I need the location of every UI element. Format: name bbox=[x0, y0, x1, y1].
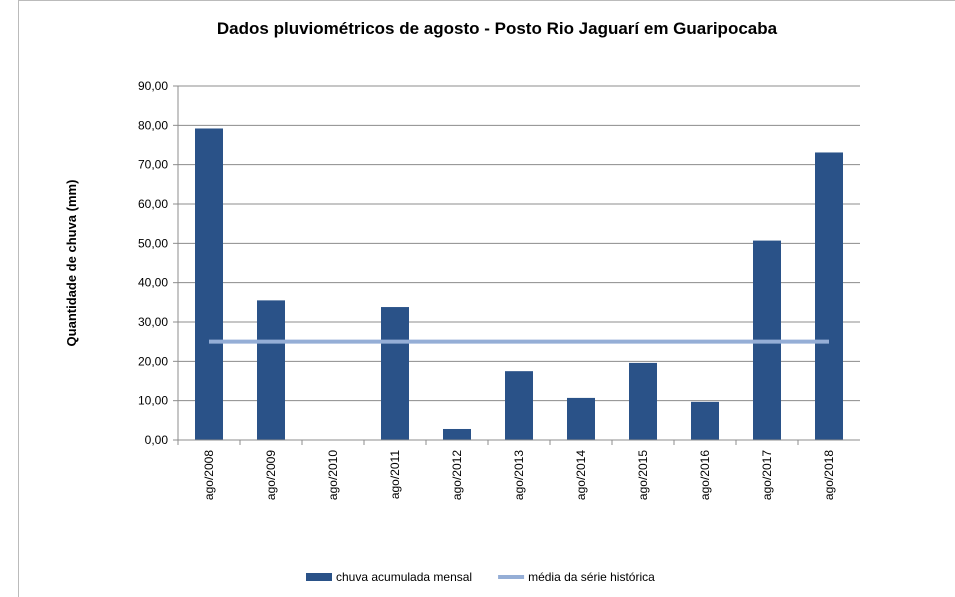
y-tick-label: 0,00 bbox=[145, 433, 169, 447]
x-tick-label: ago/2013 bbox=[512, 450, 526, 500]
y-tick-label: 70,00 bbox=[138, 158, 168, 172]
y-tick-label: 90,00 bbox=[138, 79, 168, 93]
y-tick-label: 40,00 bbox=[138, 276, 168, 290]
x-tick-label: ago/2010 bbox=[326, 450, 340, 500]
bar bbox=[195, 128, 223, 441]
y-tick-label: 60,00 bbox=[138, 197, 168, 211]
y-tick-label: 30,00 bbox=[138, 315, 168, 329]
y-tick-label: 80,00 bbox=[138, 118, 168, 132]
legend-swatch bbox=[306, 573, 332, 581]
x-tick-label: ago/2017 bbox=[760, 450, 774, 500]
x-tick-label: ago/2009 bbox=[264, 450, 278, 500]
y-axis-label: Quantidade de chuva (mm) bbox=[64, 180, 79, 347]
y-tick-label: 50,00 bbox=[138, 236, 168, 250]
x-tick-label: ago/2018 bbox=[822, 450, 836, 500]
x-tick-label: ago/2011 bbox=[388, 450, 402, 499]
legend-label: chuva acumulada mensal bbox=[336, 570, 472, 584]
x-tick-label: ago/2015 bbox=[636, 450, 650, 500]
x-tick-label: ago/2012 bbox=[450, 450, 464, 500]
x-tick-label: ago/2014 bbox=[574, 450, 588, 500]
y-tick-label: 20,00 bbox=[138, 354, 168, 368]
bar bbox=[629, 362, 657, 440]
y-tick-label: 10,00 bbox=[138, 394, 168, 408]
x-tick-label: ago/2008 bbox=[202, 450, 216, 500]
bar bbox=[381, 307, 409, 440]
bar bbox=[443, 428, 471, 440]
bar bbox=[567, 397, 595, 440]
legend-label: média da série histórica bbox=[528, 570, 655, 584]
x-tick-label: ago/2016 bbox=[698, 450, 712, 500]
bar bbox=[505, 371, 533, 440]
chart-title: Dados pluviométricos de agosto - Posto R… bbox=[217, 19, 778, 38]
bar bbox=[815, 152, 843, 440]
bar bbox=[257, 300, 285, 440]
bar bbox=[691, 401, 719, 440]
chart-frame bbox=[18, 0, 955, 597]
